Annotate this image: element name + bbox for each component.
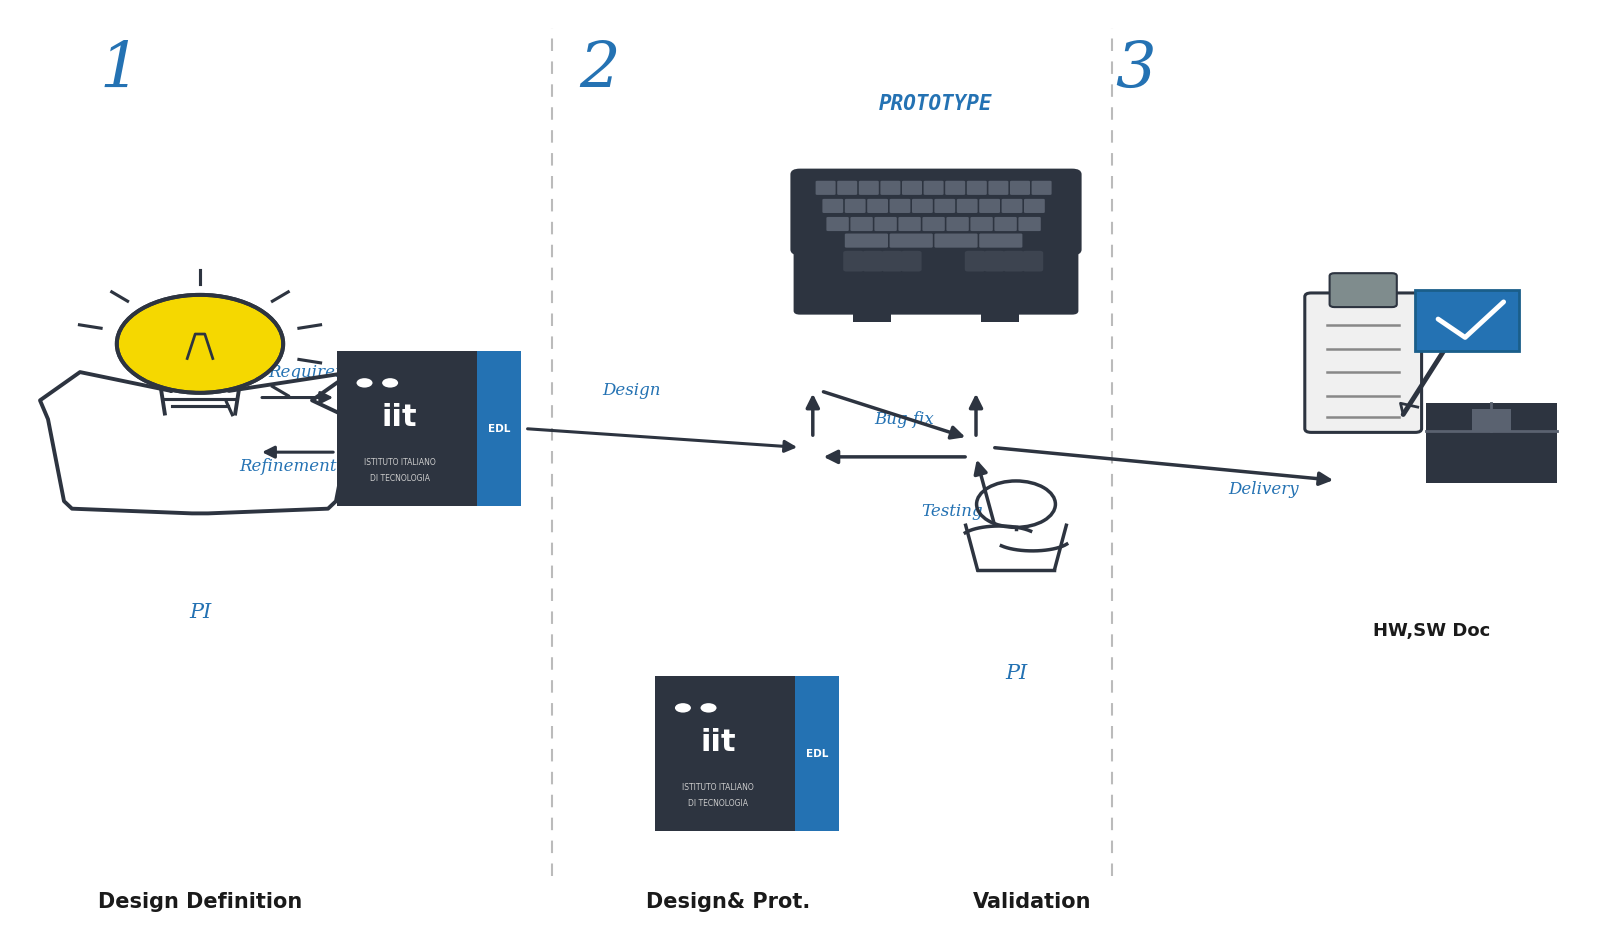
FancyBboxPatch shape [890, 199, 910, 213]
FancyBboxPatch shape [338, 350, 477, 507]
FancyBboxPatch shape [816, 181, 835, 195]
FancyBboxPatch shape [934, 234, 978, 248]
Text: iit: iit [382, 403, 418, 432]
Text: EDL: EDL [488, 424, 510, 433]
FancyBboxPatch shape [867, 199, 888, 213]
Circle shape [675, 703, 691, 712]
FancyBboxPatch shape [989, 181, 1008, 195]
FancyBboxPatch shape [901, 251, 922, 271]
FancyBboxPatch shape [822, 199, 843, 213]
FancyBboxPatch shape [923, 181, 944, 195]
FancyBboxPatch shape [946, 217, 968, 231]
Text: HW,SW Doc: HW,SW Doc [1373, 622, 1491, 641]
FancyBboxPatch shape [1003, 251, 1024, 271]
FancyBboxPatch shape [1032, 181, 1051, 195]
FancyBboxPatch shape [851, 217, 874, 231]
Text: Refinement: Refinement [240, 458, 336, 475]
FancyArrowPatch shape [266, 447, 333, 457]
FancyBboxPatch shape [880, 181, 901, 195]
Text: Bug fix: Bug fix [874, 411, 934, 428]
FancyBboxPatch shape [826, 217, 848, 231]
FancyBboxPatch shape [934, 199, 955, 213]
Text: Testing: Testing [922, 503, 982, 520]
FancyBboxPatch shape [957, 199, 978, 213]
Text: Design: Design [603, 382, 661, 399]
Text: 1: 1 [99, 40, 141, 102]
FancyBboxPatch shape [946, 181, 965, 195]
FancyArrowPatch shape [995, 447, 1330, 484]
FancyBboxPatch shape [656, 676, 795, 831]
FancyBboxPatch shape [853, 313, 891, 322]
FancyBboxPatch shape [979, 199, 1000, 213]
FancyBboxPatch shape [1010, 181, 1030, 195]
FancyBboxPatch shape [843, 251, 864, 271]
FancyBboxPatch shape [845, 234, 888, 248]
Text: iit: iit [701, 728, 736, 757]
FancyBboxPatch shape [837, 181, 858, 195]
Text: PI: PI [1005, 664, 1027, 683]
FancyBboxPatch shape [966, 181, 987, 195]
FancyBboxPatch shape [1018, 217, 1040, 231]
Text: PROTOTYPE: PROTOTYPE [878, 93, 994, 114]
Circle shape [117, 295, 283, 393]
Text: Requirements: Requirements [269, 364, 387, 381]
FancyArrowPatch shape [824, 392, 962, 438]
FancyBboxPatch shape [994, 217, 1018, 231]
Circle shape [357, 378, 373, 387]
FancyBboxPatch shape [981, 313, 1019, 322]
Text: 3: 3 [1115, 40, 1157, 102]
Text: Delivery: Delivery [1229, 481, 1299, 498]
FancyBboxPatch shape [1416, 290, 1520, 351]
FancyBboxPatch shape [859, 181, 878, 195]
FancyArrowPatch shape [528, 429, 794, 451]
Text: Design Definition: Design Definition [98, 892, 302, 913]
FancyBboxPatch shape [1024, 199, 1045, 213]
Text: DI TECNOLOGIA: DI TECNOLOGIA [370, 474, 430, 483]
FancyBboxPatch shape [957, 263, 1037, 289]
FancyArrowPatch shape [808, 398, 818, 435]
Circle shape [382, 378, 398, 387]
Text: Design& Prot.: Design& Prot. [646, 892, 810, 913]
FancyBboxPatch shape [882, 251, 902, 271]
FancyBboxPatch shape [1426, 403, 1557, 483]
FancyBboxPatch shape [1002, 199, 1022, 213]
FancyArrowPatch shape [971, 398, 981, 435]
FancyArrowPatch shape [262, 393, 330, 402]
Text: ISTITUTO ITALIANO: ISTITUTO ITALIANO [363, 459, 435, 467]
Circle shape [701, 703, 717, 712]
FancyBboxPatch shape [790, 169, 1082, 255]
Text: ISTITUTO ITALIANO: ISTITUTO ITALIANO [682, 784, 754, 792]
FancyBboxPatch shape [899, 217, 922, 231]
FancyArrowPatch shape [827, 451, 965, 463]
FancyBboxPatch shape [794, 246, 1078, 315]
FancyBboxPatch shape [1472, 409, 1510, 430]
FancyBboxPatch shape [862, 251, 883, 271]
FancyArrowPatch shape [976, 463, 995, 525]
FancyBboxPatch shape [1330, 273, 1397, 307]
FancyBboxPatch shape [845, 199, 866, 213]
FancyBboxPatch shape [912, 199, 933, 213]
FancyBboxPatch shape [922, 217, 944, 231]
Text: 2: 2 [579, 40, 621, 102]
FancyBboxPatch shape [890, 234, 933, 248]
FancyBboxPatch shape [477, 350, 522, 507]
FancyBboxPatch shape [835, 263, 915, 289]
Text: PI: PI [189, 603, 211, 622]
Text: Validation: Validation [973, 892, 1091, 913]
FancyBboxPatch shape [979, 234, 1022, 248]
FancyBboxPatch shape [874, 217, 896, 231]
FancyBboxPatch shape [984, 251, 1005, 271]
FancyBboxPatch shape [965, 251, 986, 271]
Text: EDL: EDL [806, 749, 829, 758]
FancyBboxPatch shape [1022, 251, 1043, 271]
Text: DI TECNOLOGIA: DI TECNOLOGIA [688, 799, 749, 808]
FancyBboxPatch shape [902, 181, 922, 195]
FancyBboxPatch shape [1306, 293, 1422, 432]
FancyBboxPatch shape [795, 676, 838, 831]
FancyBboxPatch shape [970, 217, 992, 231]
